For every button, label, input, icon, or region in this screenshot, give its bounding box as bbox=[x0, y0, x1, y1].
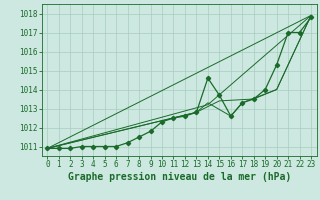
X-axis label: Graphe pression niveau de la mer (hPa): Graphe pression niveau de la mer (hPa) bbox=[68, 172, 291, 182]
